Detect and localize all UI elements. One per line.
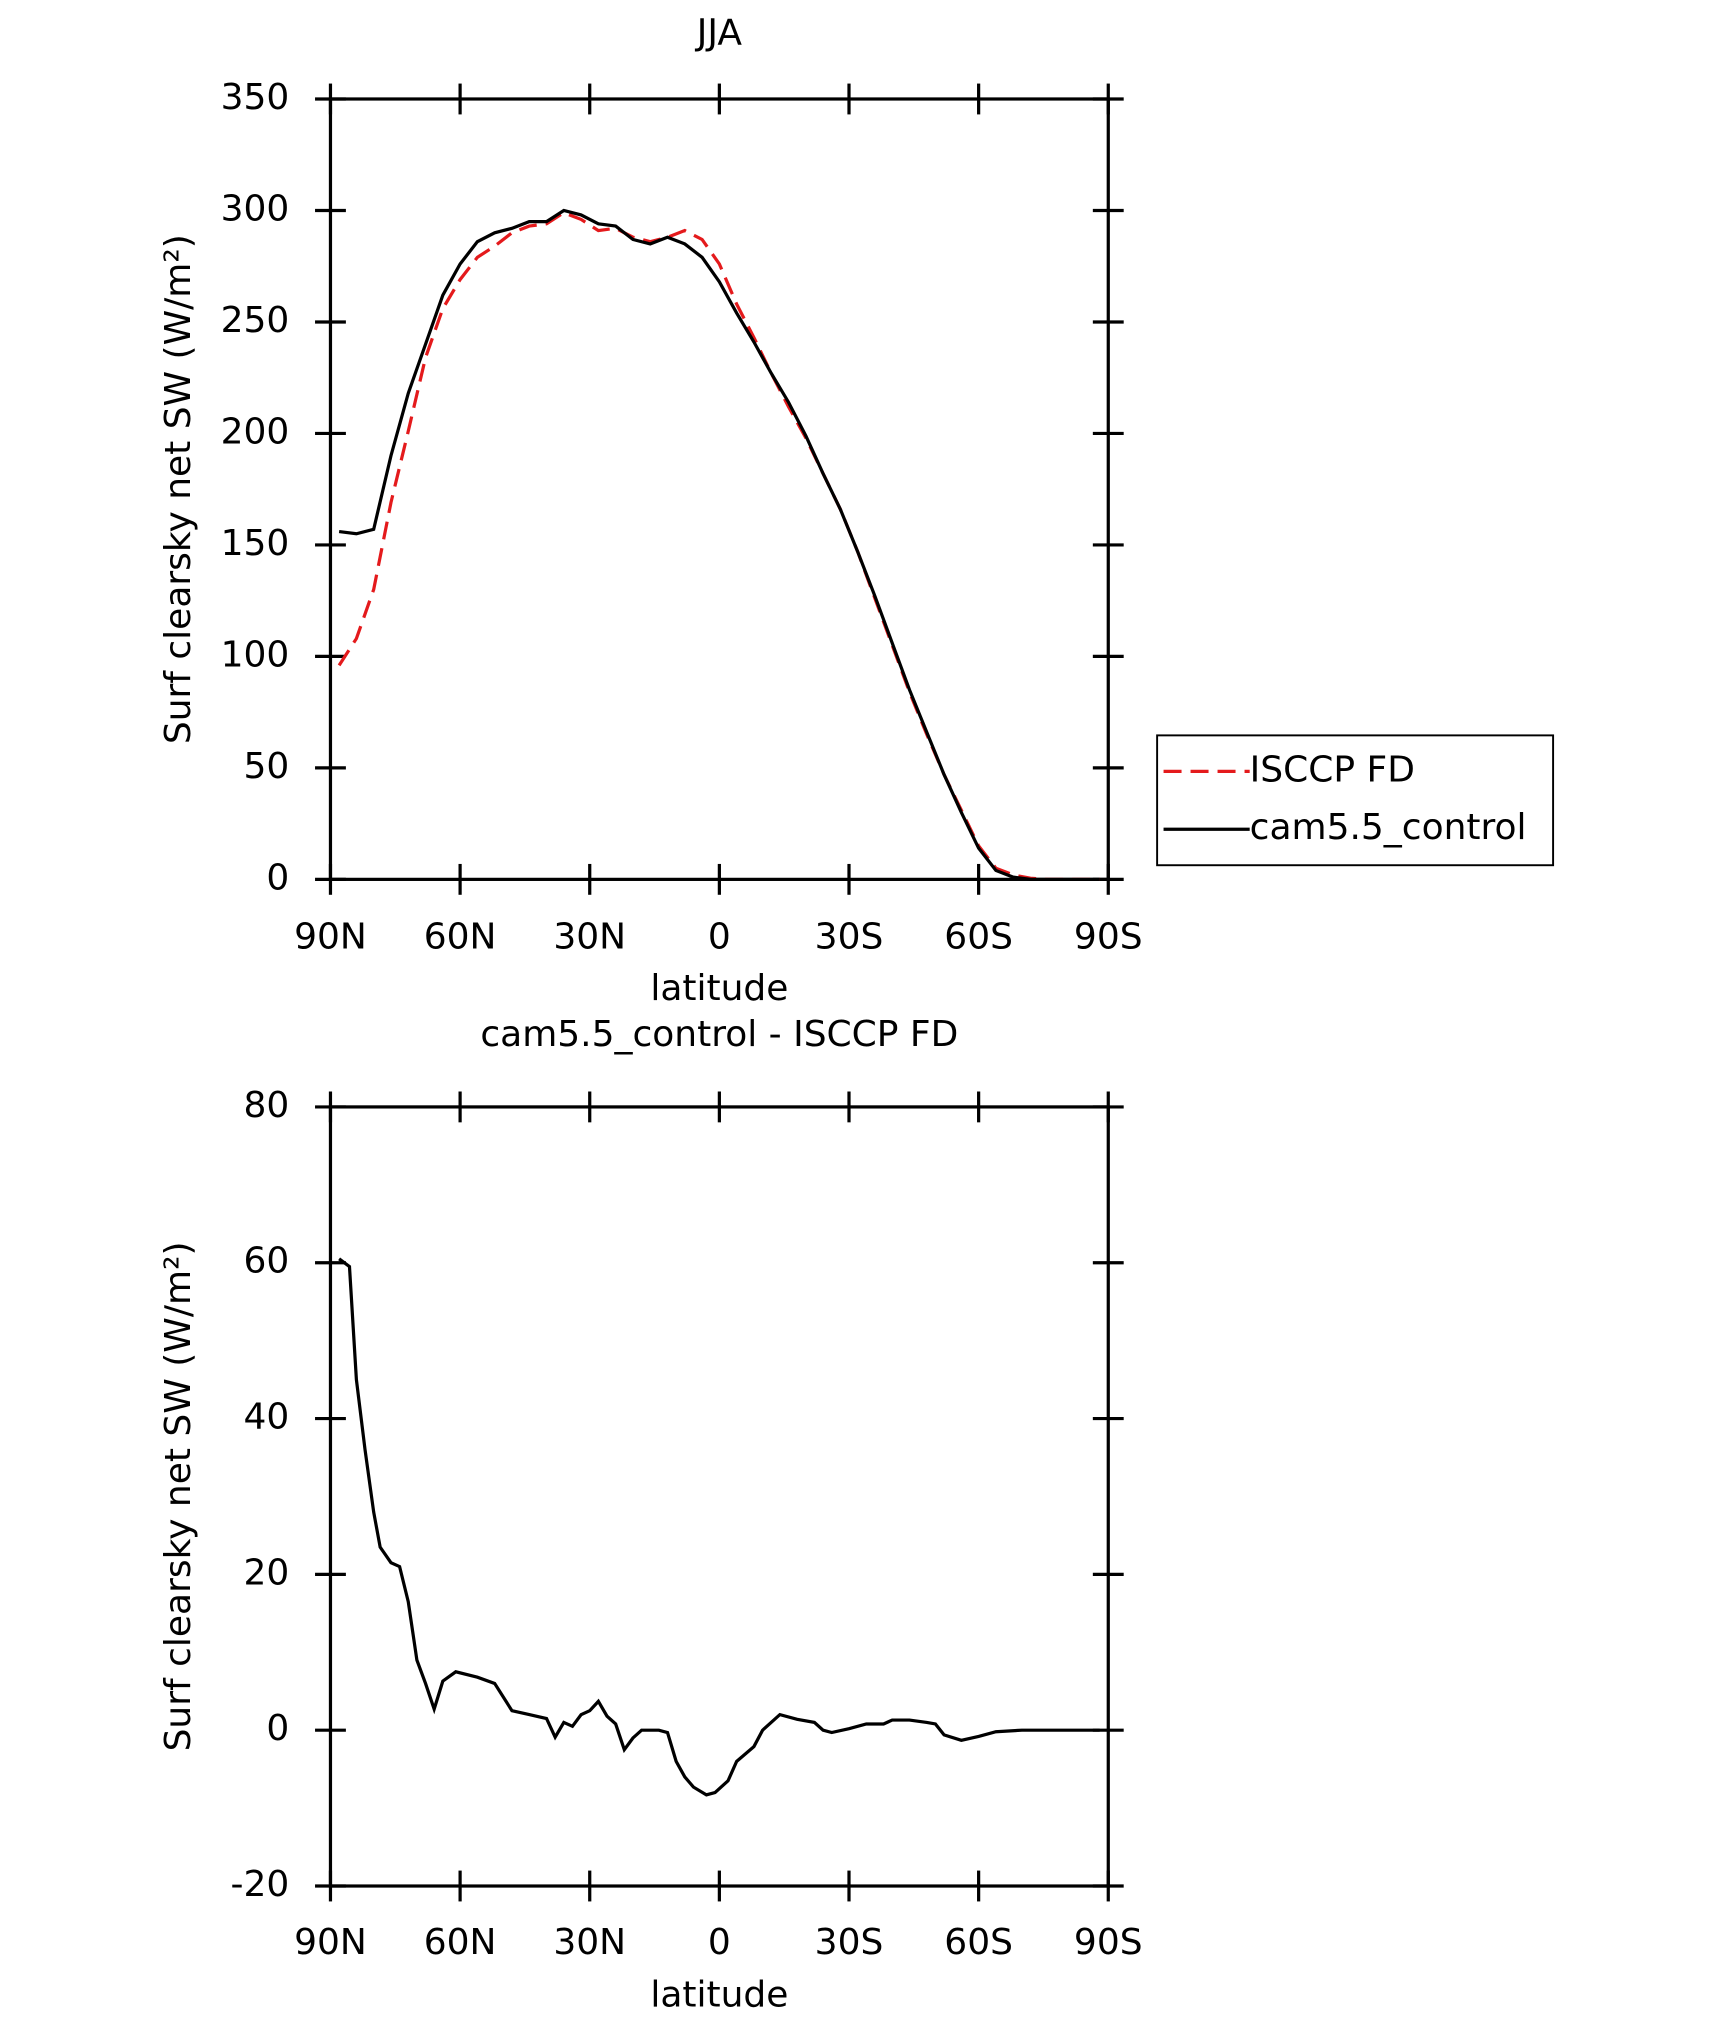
y-tick-label: 60: [244, 1241, 290, 1282]
chart-title: cam5.5_control - ISCCP FD: [480, 1014, 958, 1055]
legend-label: cam5.5_control: [1250, 807, 1527, 848]
x-tick-label: 90S: [1074, 917, 1143, 958]
y-tick-label: 50: [244, 746, 290, 787]
y-tick-label: 100: [221, 634, 290, 675]
series-line: [338, 1257, 1100, 1797]
x-tick-label: 30S: [815, 917, 884, 958]
x-tick-label: 30N: [553, 917, 626, 958]
x-tick-label: 0: [708, 917, 731, 958]
x-tick-label: 60S: [944, 1922, 1013, 1963]
y-axis-label: Surf clearsky net SW (W/m²): [158, 1241, 199, 1751]
y-axis-label: Surf clearsky net SW (W/m²): [158, 234, 199, 744]
y-tick-label: 250: [221, 300, 290, 341]
x-axis-label: latitude: [650, 968, 788, 1009]
series-line: [337, 210, 1100, 881]
x-tick-label: 60N: [424, 1922, 497, 1963]
y-tick-label: 200: [221, 411, 290, 452]
y-tick-label: 40: [244, 1397, 290, 1438]
y-tick-label: 0: [266, 857, 289, 898]
x-axis-label: latitude: [650, 1975, 788, 2016]
x-tick-label: 90S: [1074, 1922, 1143, 1963]
x-tick-label: 0: [708, 1922, 731, 1963]
y-tick-label: 150: [221, 523, 290, 564]
x-tick-label: 60N: [424, 917, 497, 958]
x-tick-label: 30N: [553, 1922, 626, 1963]
x-tick-label: 90N: [294, 917, 367, 958]
plot-frame: [328, 1105, 1110, 1888]
series-line: [338, 208, 1100, 881]
chart-title: JJA: [695, 13, 743, 54]
legend-label: ISCCP FD: [1250, 749, 1415, 790]
y-tick-label: -20: [231, 1864, 290, 1905]
plot-frame: [328, 97, 1110, 881]
legend-box: [1156, 734, 1555, 867]
y-tick-label: 80: [244, 1085, 290, 1126]
x-tick-label: 30S: [815, 1922, 884, 1963]
y-tick-label: 350: [221, 77, 290, 118]
y-tick-label: 0: [266, 1708, 289, 1749]
x-tick-label: 60S: [944, 917, 1013, 958]
x-tick-label: 90N: [294, 1922, 367, 1963]
y-tick-label: 20: [244, 1552, 290, 1593]
y-tick-label: 300: [221, 188, 290, 229]
